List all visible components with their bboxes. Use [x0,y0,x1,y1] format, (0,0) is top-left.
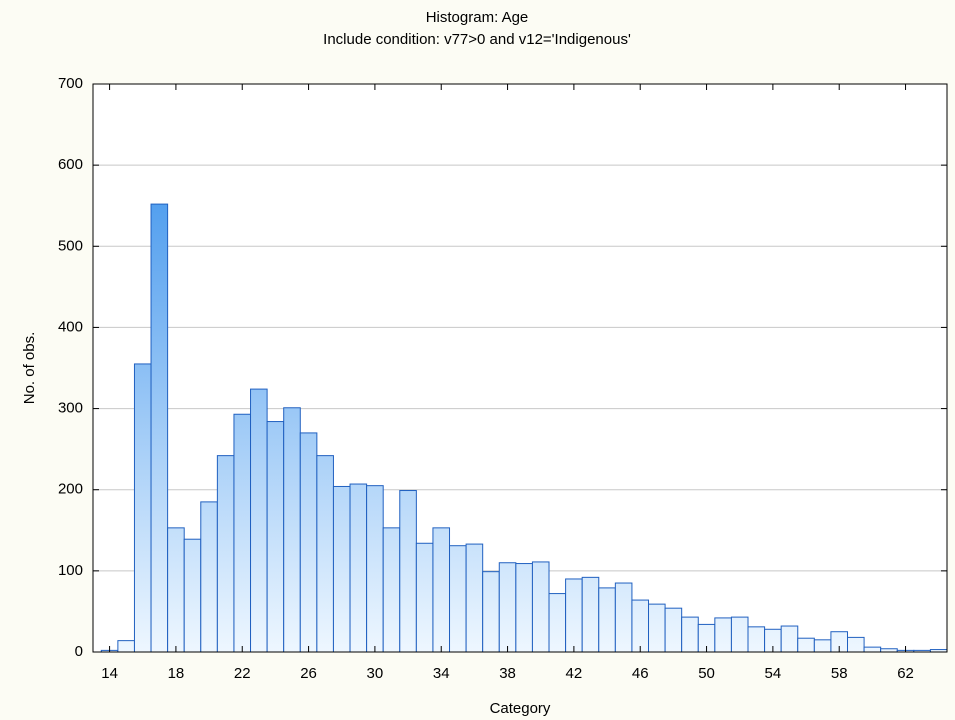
bar [183,538,202,653]
x-tick-label: 34 [433,665,450,682]
bar [498,562,517,653]
bar [432,527,451,653]
x-tick-label: 58 [831,665,848,682]
bar [482,571,500,653]
bar [714,617,732,653]
bar [780,625,799,653]
bar [531,561,550,653]
bar [515,563,533,653]
bar [664,607,683,653]
bar [133,363,152,653]
bar [316,455,334,653]
y-tick-label: 500 [58,237,83,254]
bar [863,646,882,653]
x-tick-label: 42 [566,665,583,682]
bar [598,587,616,653]
chart-title: Histogram: Age [426,9,529,26]
bar [548,593,567,653]
bar [847,636,865,653]
bar [681,616,699,653]
y-tick-label: 700 [58,75,83,92]
bar [366,485,384,653]
bar [250,388,268,653]
x-tick-label: 54 [765,665,782,682]
x-tick-label: 22 [234,665,251,682]
bar [465,543,484,653]
bar [299,432,318,653]
bar [200,501,218,653]
bar [614,582,633,653]
chart-subtitle: Include condition: v77>0 and v12='Indige… [323,31,631,48]
y-tick-label: 0 [75,643,83,660]
bar [449,545,467,653]
bar [167,527,185,653]
x-tick-label: 62 [897,665,914,682]
x-tick-label: 30 [367,665,384,682]
x-tick-label: 50 [698,665,715,682]
x-tick-label: 46 [632,665,649,682]
bar [581,576,600,653]
bar [283,407,301,653]
bar [747,626,766,653]
bar [813,639,832,653]
bar [565,578,583,653]
bar [415,542,434,653]
plot-frame [92,83,948,653]
y-tick-label: 600 [58,156,83,173]
bar [233,413,252,653]
bar [349,483,368,653]
y-tick-label: 400 [58,318,83,335]
bar [332,485,351,653]
y-tick-label: 200 [58,481,83,498]
bar [399,490,417,653]
bar [730,616,749,653]
x-axis-label: Category [490,700,551,717]
y-axis-label: No. of obs. [21,332,38,405]
x-tick-label: 18 [168,665,185,682]
bar [117,640,135,653]
y-tick-label: 100 [58,562,83,579]
bar [631,599,650,653]
x-tick-label: 26 [300,665,317,682]
bar [150,203,169,653]
x-tick-label: 38 [499,665,516,682]
bar [216,455,235,653]
bar [266,421,285,653]
y-tick-label: 300 [58,400,83,417]
x-tick-label: 14 [101,665,118,682]
bar [648,603,666,653]
bar [382,527,401,653]
bar [797,637,815,653]
